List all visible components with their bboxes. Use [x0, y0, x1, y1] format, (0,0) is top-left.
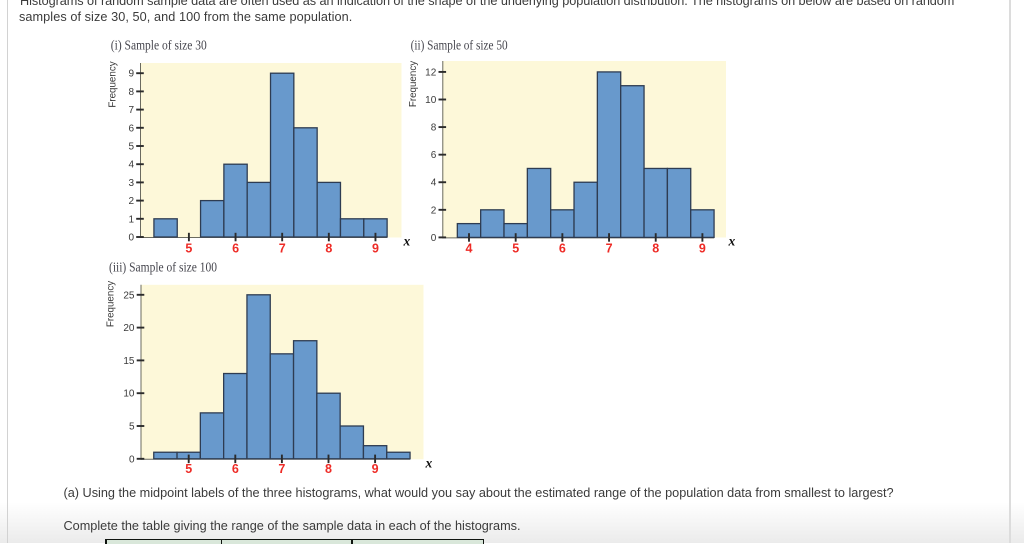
svg-text:8: 8: [128, 87, 134, 98]
svg-text:3: 3: [128, 178, 134, 189]
svg-text:8: 8: [325, 241, 332, 255]
svg-text:0: 0: [128, 233, 134, 244]
svg-text:1: 1: [128, 214, 134, 225]
svg-text:8: 8: [325, 462, 332, 476]
svg-text:9: 9: [372, 241, 379, 255]
svg-text:(ii) Sample of size 50: (ii) Sample of size 50: [411, 38, 508, 53]
svg-text:6: 6: [128, 123, 134, 134]
svg-text:7: 7: [278, 462, 285, 476]
svg-text:20: 20: [123, 323, 135, 334]
svg-text:8: 8: [652, 241, 659, 255]
svg-text:25: 25: [123, 290, 135, 301]
svg-text:Frequency: Frequency: [106, 281, 117, 327]
svg-text:(i) Sample of size 30: (i) Sample of size 30: [111, 38, 207, 53]
svg-text:9: 9: [128, 69, 134, 80]
svg-text:5: 5: [128, 142, 134, 153]
svg-text:9: 9: [372, 462, 379, 476]
svg-text:15: 15: [123, 356, 135, 367]
svg-text:x: x: [403, 234, 411, 249]
svg-text:x: x: [728, 234, 736, 249]
svg-text:0: 0: [431, 233, 437, 244]
svg-text:6: 6: [232, 462, 239, 476]
svg-text:5: 5: [129, 422, 135, 433]
svg-text:5: 5: [185, 241, 192, 255]
svg-text:6: 6: [559, 241, 566, 255]
svg-text:5: 5: [185, 462, 192, 476]
svg-text:0: 0: [129, 454, 135, 465]
svg-text:10: 10: [123, 389, 135, 400]
svg-text:(iii) Sample of size 100: (iii) Sample of size 100: [109, 261, 217, 276]
svg-text:12: 12: [425, 67, 437, 78]
svg-text:7: 7: [128, 105, 134, 116]
svg-text:x: x: [425, 456, 433, 471]
svg-text:Frequency: Frequency: [108, 61, 119, 107]
svg-text:7: 7: [606, 241, 613, 255]
svg-text:8: 8: [431, 123, 437, 134]
svg-text:6: 6: [431, 150, 437, 161]
svg-text:2: 2: [431, 205, 437, 216]
svg-text:7: 7: [279, 241, 286, 255]
svg-text:9: 9: [699, 241, 706, 255]
svg-text:4: 4: [466, 241, 473, 255]
svg-text:4: 4: [128, 160, 134, 171]
svg-text:10: 10: [425, 95, 437, 106]
svg-text:5: 5: [512, 241, 519, 255]
svg-text:6: 6: [232, 241, 239, 255]
svg-text:4: 4: [431, 178, 437, 189]
svg-text:Frequency: Frequency: [408, 61, 419, 107]
svg-text:2: 2: [128, 196, 134, 207]
